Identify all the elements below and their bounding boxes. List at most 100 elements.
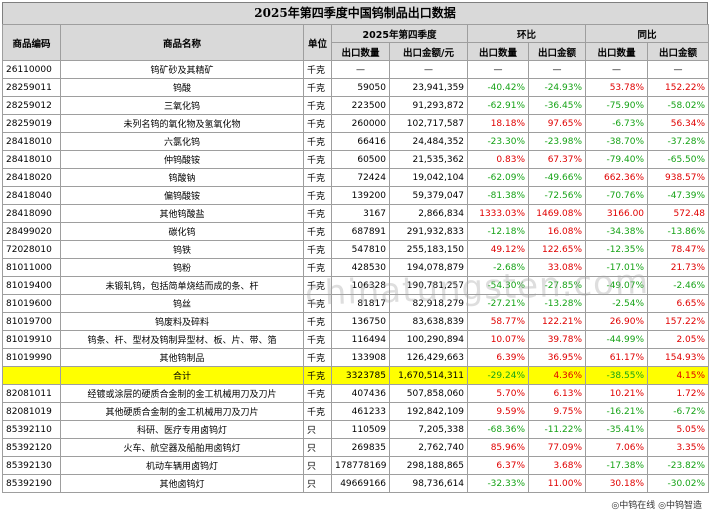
brand-footer: ◎中钨在线 ◎中钨智造: [611, 501, 702, 511]
cell-qoq-qty: -29.24%: [467, 366, 530, 385]
cell-name: 钨酸: [60, 78, 304, 97]
cell-qty: 269835: [331, 438, 390, 457]
cell-name: 火车、航空器及船舶用卤钨灯: [60, 438, 304, 457]
cell-qoq-val: 67.37%: [528, 150, 587, 169]
cell-yoy-val: 21.73%: [647, 258, 710, 277]
cell-yoy-qty: -35.41%: [585, 420, 649, 439]
table-row: 81019600 钨丝 千克 81817 82,918,279 -27.21% -13.28…: [2, 294, 710, 313]
cell-yoy-val: 3.35%: [647, 438, 710, 457]
cell-name: 六氯化钨: [60, 132, 304, 151]
table-body: 26110000 钨矿砂及其精矿 千克 — — — — — —28259011 钨酸 千克 59050…: [2, 60, 710, 493]
cell-qoq-qty: -81.38%: [467, 186, 530, 205]
cell-qoq-val: -24.93%: [528, 78, 587, 97]
cell-qty: 136750: [331, 312, 390, 331]
cell-yoy-val: -30.02%: [647, 474, 710, 493]
table-row: 26110000 钨矿砂及其精矿 千克 — — — — — —: [2, 60, 710, 79]
table-row: 28499020 碳化钨 千克 687891 291,932,833 -12.18% 16.…: [2, 222, 710, 241]
cell-yoy-val: -65.50%: [647, 150, 710, 169]
cell-unit: 千克: [303, 348, 332, 367]
page-title: 2025年第四季度中国钨制品出口数据: [2, 2, 708, 24]
cell-qoq-qty: -2.68%: [467, 258, 530, 277]
cell-value: 126,429,663: [388, 348, 469, 367]
tungsten-export-table: 商品编码 商品名称 单位 2025年第四季度 环比 同比 出口数量 出口金额/元…: [2, 24, 710, 493]
cell-yoy-qty: 662.36%: [585, 168, 649, 187]
total-row: 合计 千克 3323785 1,670,514,311 -29.24% 4.36% -38.…: [2, 366, 710, 385]
cell-qty: 3323785: [331, 366, 390, 385]
cell-value: 102,717,587: [388, 114, 469, 133]
cell-yoy-qty: -34.38%: [585, 222, 649, 241]
table-row: 28259012 三氧化钨 千克 223500 91,293,872 -62.91% -36…: [2, 96, 710, 115]
cell-qoq-qty: 58.77%: [467, 312, 530, 331]
cell-code: 28259019: [2, 114, 61, 133]
cell-yoy-val: -47.39%: [647, 186, 710, 205]
cell-qoq-val: 39.78%: [528, 330, 587, 349]
cell-unit: 千克: [303, 240, 332, 259]
table-row: 81011000 钨粉 千克 428530 194,078,879 -2.68% 33.08…: [2, 258, 710, 277]
cell-value: 100,290,894: [388, 330, 469, 349]
table-row: 82081019 其他硬质合金制的金工机械用刀及刀片 千克 461233 192,842…: [2, 402, 710, 421]
cell-qty: 407436: [331, 384, 390, 403]
cell-name: 未列名钨的氧化物及氢氧化物: [60, 114, 304, 133]
cell-yoy-qty: -16.21%: [585, 402, 649, 421]
cell-value: 507,858,060: [388, 384, 469, 403]
cell-value: 82,918,279: [388, 294, 469, 313]
cell-unit: 千克: [303, 402, 332, 421]
cell-unit: 千克: [303, 330, 332, 349]
cell-qoq-val: 3.68%: [528, 456, 587, 475]
cell-value: 291,932,833: [388, 222, 469, 241]
cell-qoq-val: 122.65%: [528, 240, 587, 259]
cell-value: 192,842,109: [388, 402, 469, 421]
cell-qoq-val: 9.75%: [528, 402, 587, 421]
table-row: 82081011 经镀或涂层的硬质合金制的金工机械用刀及刀片 千克 407436 507…: [2, 384, 710, 403]
cell-code: 26110000: [2, 60, 61, 79]
header-group-qoq: 环比: [467, 24, 587, 43]
cell-qoq-val: —: [528, 60, 587, 79]
cell-qoq-val: 6.13%: [528, 384, 587, 403]
cell-qoq-qty: -68.36%: [467, 420, 530, 439]
header-yoy-qty: 出口数量: [585, 42, 649, 61]
cell-qoq-val: 16.08%: [528, 222, 587, 241]
cell-value: 1,670,514,311: [388, 366, 469, 385]
cell-qoq-val: 11.00%: [528, 474, 587, 493]
cell-yoy-val: -13.86%: [647, 222, 710, 241]
cell-qoq-val: -72.56%: [528, 186, 587, 205]
cell-qoq-val: -13.28%: [528, 294, 587, 313]
cell-value: 2,866,834: [388, 204, 469, 223]
cell-yoy-val: 1.72%: [647, 384, 710, 403]
cell-name: 其他钨制品: [60, 348, 304, 367]
header-qty: 出口数量: [331, 42, 390, 61]
cell-value: 2,762,740: [388, 438, 469, 457]
cell-qoq-qty: 49.12%: [467, 240, 530, 259]
cell-qoq-qty: -23.30%: [467, 132, 530, 151]
table-row: 85392120 火车、航空器及船舶用卤钨灯只 269835 2,762,740 85.…: [2, 438, 710, 457]
cell-yoy-qty: -38.55%: [585, 366, 649, 385]
header-code: 商品编码: [2, 24, 61, 61]
cell-unit: 千克: [303, 150, 332, 169]
cell-unit: 只: [303, 420, 332, 439]
cell-qoq-qty: -12.18%: [467, 222, 530, 241]
cell-qoq-qty: —: [467, 60, 530, 79]
cell-yoy-val: -58.02%: [647, 96, 710, 115]
cell-qoq-qty: 85.96%: [467, 438, 530, 457]
cell-qty: 687891: [331, 222, 390, 241]
cell-unit: 千克: [303, 222, 332, 241]
header-group-q4: 2025年第四季度: [330, 24, 469, 43]
cell-yoy-qty: -44.99%: [585, 330, 649, 349]
cell-qoq-qty: -62.91%: [467, 96, 530, 115]
cell-name: 钨粉: [60, 258, 304, 277]
cell-yoy-val: -2.46%: [647, 276, 710, 295]
cell-qoq-qty: 18.18%: [467, 114, 530, 133]
cell-qty: 72424: [331, 168, 390, 187]
cell-qoq-val: 1469.08%: [528, 204, 587, 223]
cell-name: 科研、医疗专用卤钨灯: [60, 420, 304, 439]
cell-value: 190,781,257: [388, 276, 469, 295]
cell-name: 钨矿砂及其精矿: [60, 60, 304, 79]
cell-code: 28259011: [2, 78, 61, 97]
cell-value: 83,638,839: [388, 312, 469, 331]
cell-unit: 千克: [303, 276, 332, 295]
cell-qoq-qty: 6.37%: [467, 456, 530, 475]
cell-qty: —: [331, 60, 390, 79]
table-header: 商品编码 商品名称 单位 2025年第四季度 环比 同比 出口数量 出口金额/元…: [2, 24, 710, 61]
cell-yoy-val: 152.22%: [647, 78, 710, 97]
cell-yoy-val: —: [647, 60, 710, 79]
